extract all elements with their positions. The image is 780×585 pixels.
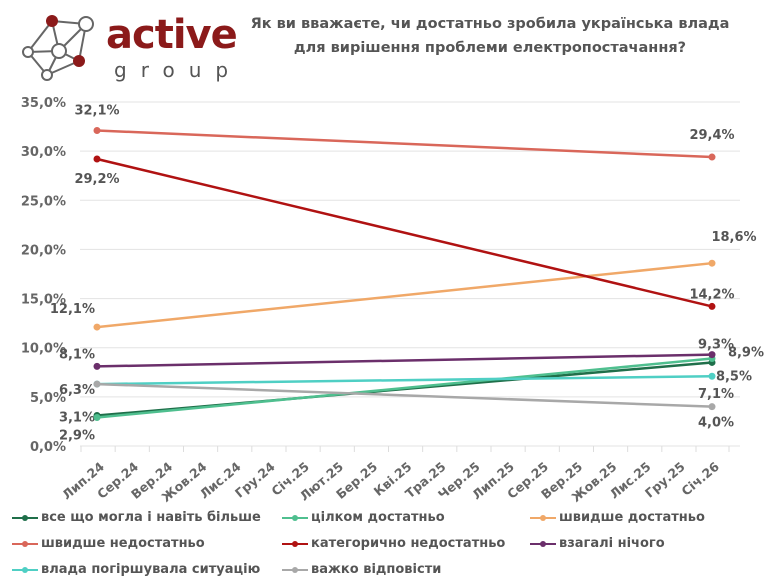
- y-tick-label: 5,0%: [30, 391, 66, 406]
- legend-label: категорично недостатньо: [311, 536, 506, 551]
- active-group-logo: active group: [14, 8, 244, 83]
- series-line-3: [96, 129, 713, 159]
- data-label: 4,0%: [698, 416, 734, 431]
- data-label: 8,1%: [59, 347, 95, 362]
- legend-label: швидше недостатньо: [41, 536, 205, 551]
- y-tick-label: 30,0%: [21, 145, 66, 160]
- data-point: [93, 380, 101, 388]
- series-line-1: [96, 357, 713, 419]
- data-label: 18,6%: [711, 230, 756, 245]
- legend-swatch-icon: [530, 513, 556, 523]
- legend-swatch-icon: [12, 539, 38, 549]
- data-point: [708, 372, 716, 380]
- legend-item: все що могла і навіть більше: [12, 510, 261, 525]
- series-line-2: [96, 261, 713, 329]
- series-line-5: [96, 353, 713, 368]
- legend-swatch-icon: [282, 565, 308, 575]
- y-tick-label: 20,0%: [21, 243, 66, 258]
- data-label: 7,1%: [698, 387, 734, 402]
- data-point: [708, 302, 716, 310]
- y-tick-label: 0,0%: [30, 440, 66, 455]
- legend-label: цілком достатньо: [311, 510, 445, 525]
- title-line-2: для вирішення проблеми електропостачання…: [293, 40, 687, 56]
- logo-word: active: [106, 12, 238, 58]
- data-label: 12,1%: [50, 302, 95, 317]
- legend-label: взагалі нічого: [559, 536, 665, 551]
- legend-swatch-icon: [282, 539, 308, 549]
- x-tick-label: Січ.26: [678, 459, 722, 499]
- data-label: 9,3%: [698, 338, 734, 353]
- y-tick-label: 10,0%: [21, 342, 66, 357]
- legend-swatch-icon: [12, 565, 38, 575]
- data-point: [708, 259, 716, 267]
- data-point: [93, 362, 101, 370]
- legend-swatch-icon: [530, 539, 556, 549]
- legend-label: влада погіршувала ситуацію: [41, 562, 261, 577]
- y-tick-label: 35,0%: [21, 96, 66, 111]
- series-line-6: [96, 374, 713, 386]
- data-label: 14,2%: [689, 287, 734, 302]
- data-point: [708, 153, 716, 161]
- y-tick-label: 15,0%: [21, 293, 66, 308]
- data-point: [93, 127, 101, 135]
- series-line-4: [96, 157, 713, 308]
- legend-item: важко відповісти: [282, 562, 441, 577]
- y-tick-label: 25,0%: [21, 194, 66, 209]
- network-logo-icon: [22, 15, 94, 81]
- legend-item: взагалі нічого: [530, 536, 665, 551]
- data-label: 6,3%: [59, 383, 95, 398]
- legend-swatch-icon: [12, 513, 38, 523]
- data-point: [93, 323, 101, 331]
- title-line-1: Як ви вважаєте, чи достатньо зробила укр…: [250, 16, 730, 32]
- series-line-7: [96, 382, 713, 408]
- legend-item: категорично недостатньо: [282, 536, 505, 551]
- legend-item: цілком достатньо: [282, 510, 445, 525]
- data-point: [93, 413, 101, 421]
- data-point: [708, 351, 716, 359]
- data-label: 32,1%: [74, 104, 119, 119]
- line-chart: 0,0%5,0%10,0%15,0%20,0%25,0%30,0%35,0%Ли…: [21, 96, 764, 505]
- legend-label: все що могла і навіть більше: [41, 510, 261, 525]
- chart-title: Як ви вважаєте, чи достатньо зробила укр…: [250, 12, 730, 60]
- legend-label: важко відповісти: [311, 562, 442, 577]
- data-label: 29,2%: [74, 172, 119, 187]
- legend-item: швидше достатньо: [530, 510, 705, 525]
- data-label: 8,5%: [716, 369, 752, 384]
- data-point: [93, 155, 101, 163]
- legend-item: влада погіршувала ситуацію: [12, 562, 260, 577]
- data-label: 8,9%: [728, 346, 764, 361]
- legend-swatch-icon: [282, 513, 308, 523]
- logo-subword: group: [114, 58, 243, 82]
- data-label: 29,4%: [689, 128, 734, 143]
- data-label: 2,9%: [59, 428, 95, 443]
- data-label: 3,1%: [59, 411, 95, 426]
- legend-item: швидше недостатньо: [12, 536, 205, 551]
- data-point: [708, 403, 716, 411]
- legend-label: швидше достатньо: [559, 510, 705, 525]
